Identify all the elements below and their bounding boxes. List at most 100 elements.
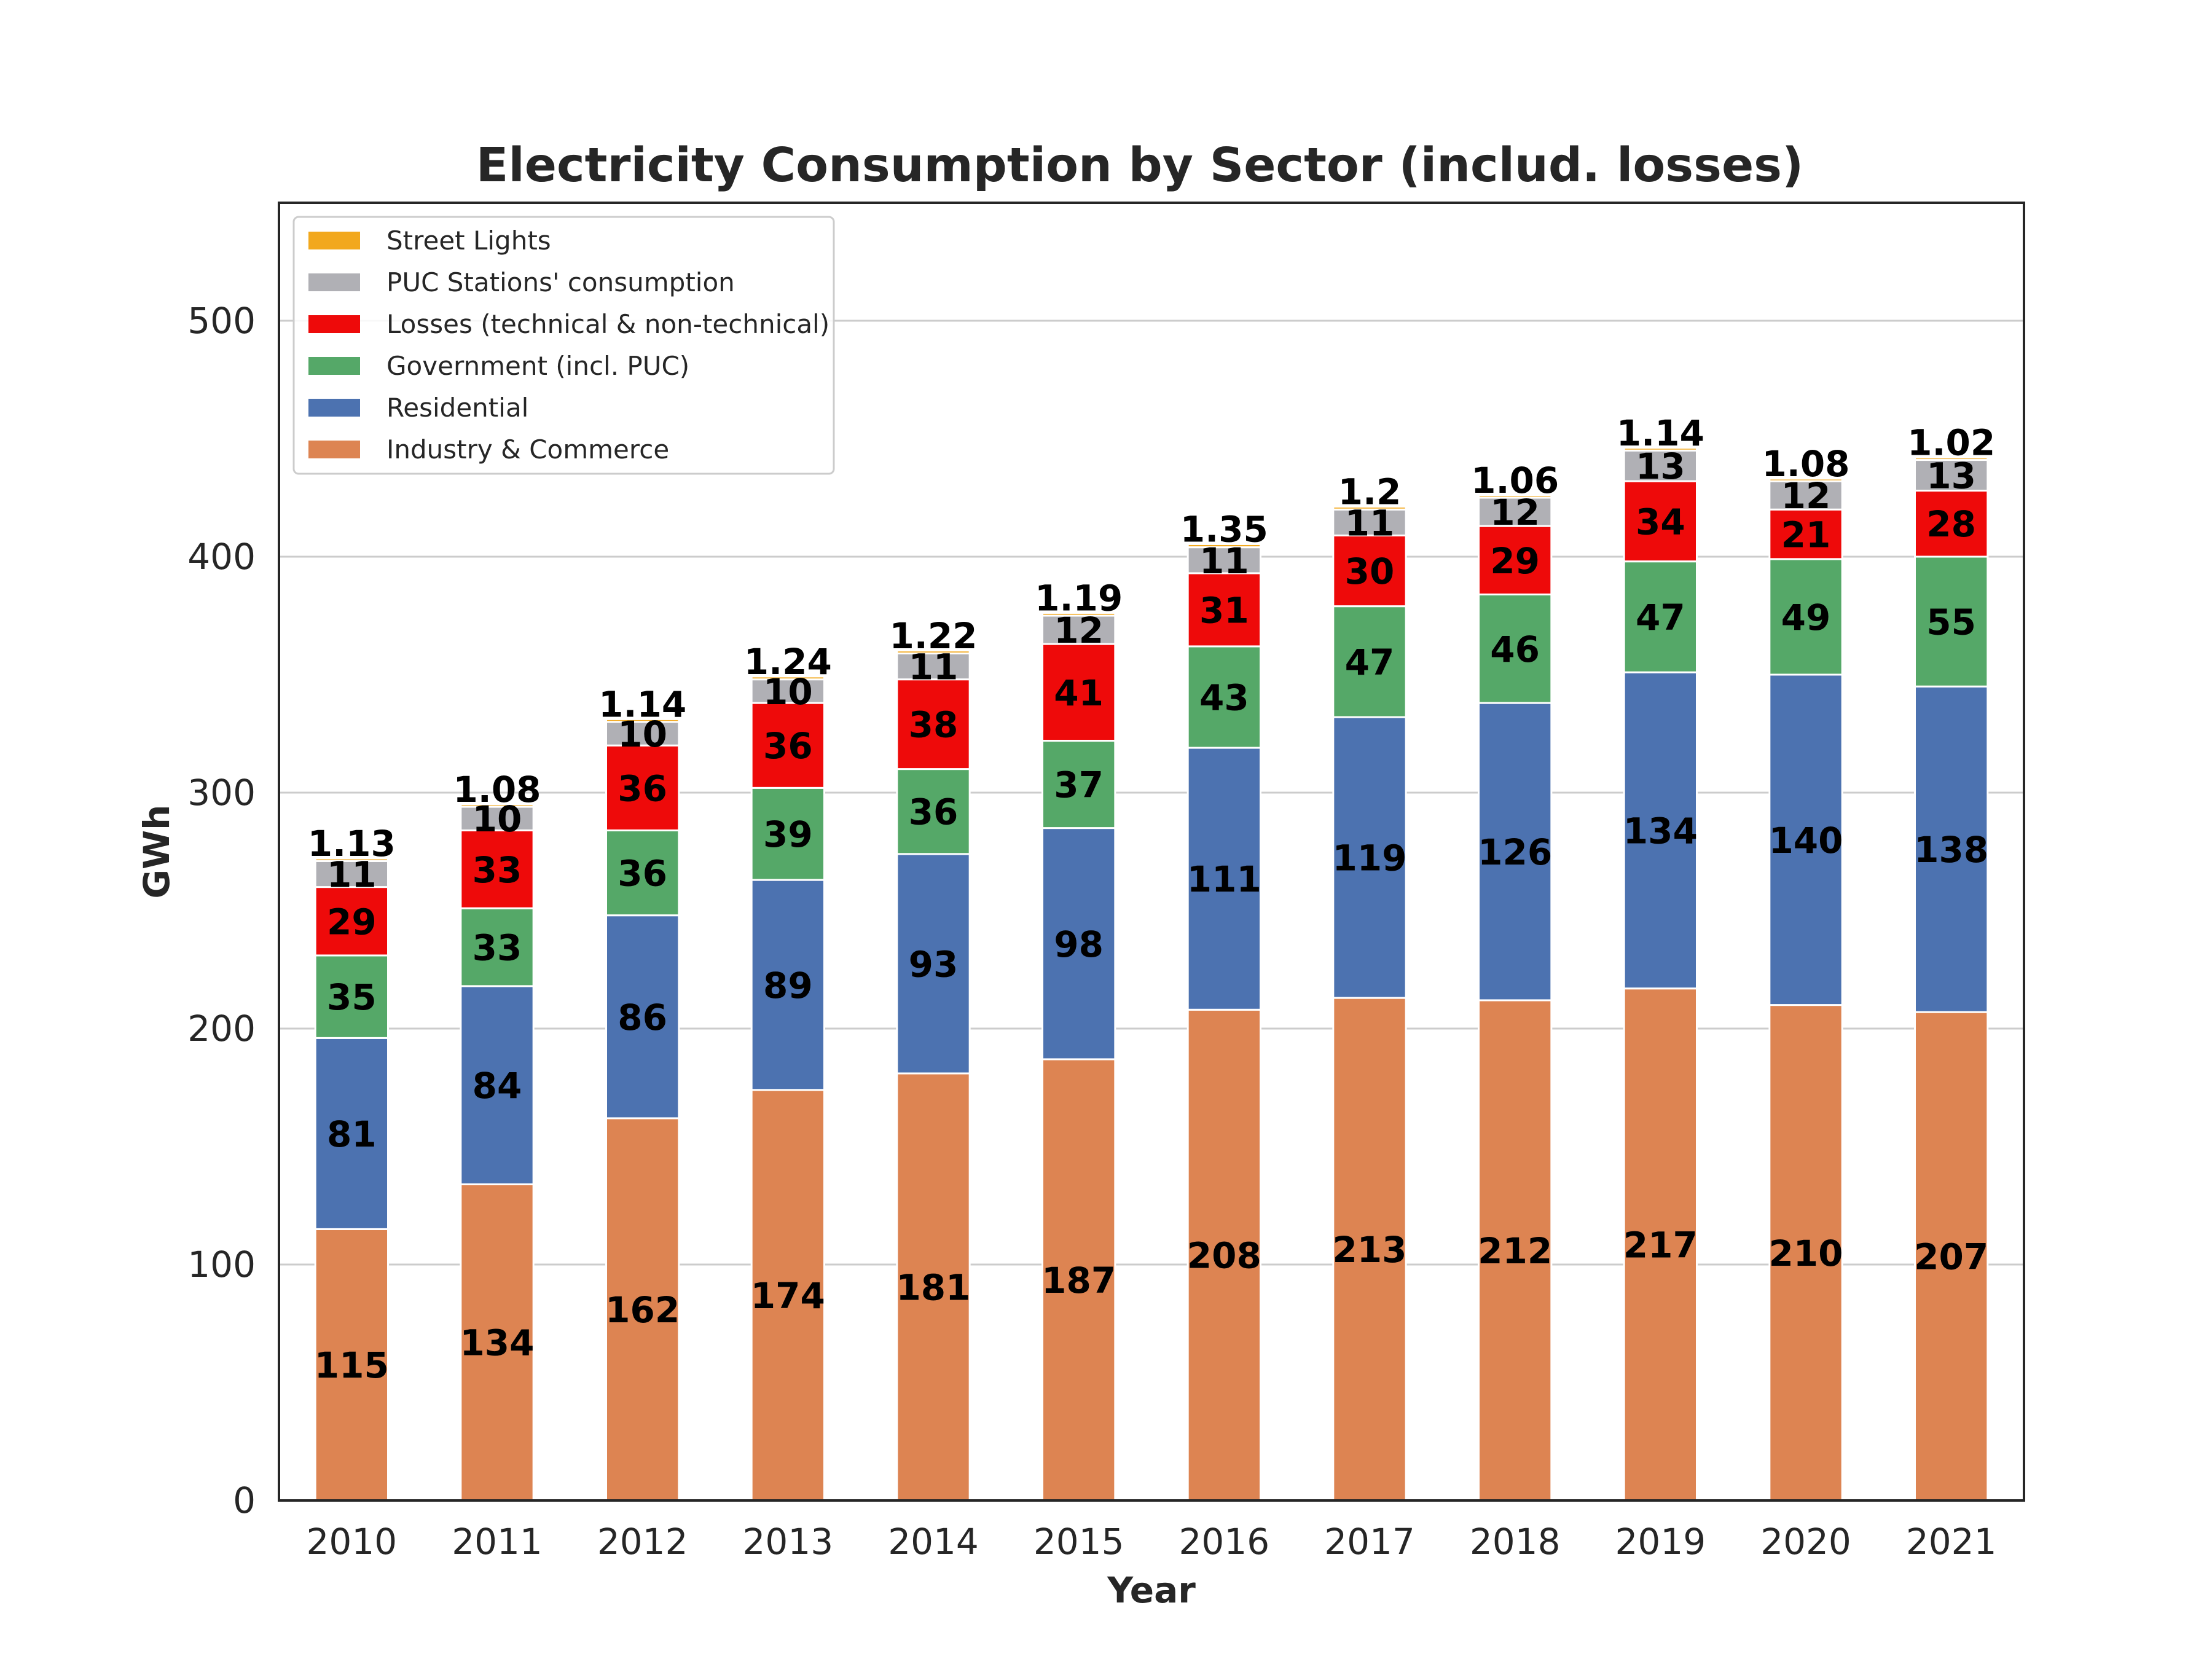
legend-swatch (308, 441, 360, 458)
bar-segment (1478, 496, 1553, 527)
x-axis-label: Year (1107, 1569, 1196, 1611)
data-label: 140 (1768, 820, 1843, 861)
data-label: 138 (1914, 829, 1988, 871)
data-label: 1.08 (453, 769, 541, 810)
bar-segment (1332, 605, 1407, 718)
data-label: 43 (1199, 677, 1249, 718)
data-label: 1.19 (1035, 577, 1123, 619)
bar-segment (1041, 611, 1116, 617)
data-label: 212 (1478, 1230, 1552, 1272)
legend-label: Street Lights (386, 226, 551, 256)
bar-segment (1768, 558, 1843, 676)
data-label: 12 (1490, 492, 1540, 533)
bar-segment (1914, 457, 1989, 461)
data-label: 134 (460, 1322, 534, 1364)
data-label: 187 (1041, 1260, 1116, 1301)
bar-segment (460, 985, 535, 1185)
data-label: 12 (1054, 610, 1104, 651)
data-label: 162 (605, 1289, 680, 1331)
y-tick-label: 500 (187, 300, 256, 342)
x-tick-label: 2016 (1179, 1521, 1270, 1563)
plot-frame (278, 202, 2025, 1502)
data-label: 38 (909, 704, 959, 746)
bar-segment (1478, 593, 1553, 704)
legend-label: Industry & Commerce (386, 434, 669, 465)
data-label: 10 (473, 798, 522, 840)
data-label: 49 (1781, 597, 1831, 638)
data-label: 10 (763, 671, 813, 713)
legend-swatch (308, 315, 360, 333)
data-label: 1.35 (1180, 508, 1268, 550)
bar-segment (314, 1037, 390, 1230)
bar-segment (1914, 489, 1989, 558)
legend-label: Losses (technical & non-technical) (386, 309, 830, 339)
x-axis-ticks: 2010 2011 2012 2013 2014 2015 2016 2017 2018 2019… (307, 1521, 1997, 1563)
data-label: 11 (327, 853, 377, 895)
data-label: 29 (1490, 540, 1540, 582)
data-label: 119 (1332, 837, 1406, 879)
y-tick-label: 100 (187, 1244, 256, 1285)
bar-segment (314, 886, 390, 957)
y-axis-ticks: 0 100 200 300 400 500 (187, 300, 256, 1521)
data-label: 36 (618, 767, 667, 809)
data-label: 47 (1345, 641, 1395, 683)
data-label: 115 (315, 1344, 389, 1386)
data-label: 1.13 (308, 823, 396, 865)
bar-segment (1768, 480, 1843, 511)
data-label: 1.24 (744, 641, 832, 683)
bar-segment (460, 907, 535, 987)
y-tick-label: 200 (187, 1008, 256, 1049)
bar-segment (1768, 673, 1843, 1006)
x-tick-label: 2019 (1615, 1521, 1706, 1563)
bar-segment (1041, 614, 1116, 645)
data-label: 210 (1768, 1233, 1843, 1274)
data-label: 84 (473, 1065, 522, 1107)
data-label: 213 (1332, 1229, 1406, 1271)
bar-segment (1186, 546, 1261, 575)
bar-segment (1623, 560, 1698, 673)
bar-segment (1332, 997, 1407, 1502)
bar-segment (314, 1228, 390, 1502)
data-label: 33 (473, 849, 522, 891)
bar-segment (1623, 447, 1698, 452)
bar-segment (1623, 480, 1698, 563)
data-label: 93 (909, 943, 959, 985)
data-label: 55 (1926, 602, 1976, 643)
data-label: 35 (327, 976, 377, 1018)
y-tick-label: 0 (233, 1480, 256, 1521)
bar-segment (460, 806, 535, 831)
bar-segment (896, 649, 971, 654)
bar-segment (605, 718, 680, 723)
data-label: 1.14 (598, 683, 686, 725)
x-tick-label: 2020 (1760, 1521, 1851, 1563)
bar-segment (1186, 543, 1261, 549)
data-label: 1.02 (1907, 422, 1995, 464)
data-label: 13 (1926, 455, 1976, 497)
data-label: 11 (1199, 540, 1249, 582)
bar-segment (750, 786, 825, 881)
bar-segment (605, 744, 680, 831)
data-label: 46 (1490, 629, 1540, 670)
data-label: 1.08 (1762, 443, 1849, 485)
x-tick-label: 2013 (743, 1521, 834, 1563)
x-tick-label: 2015 (1033, 1521, 1124, 1563)
bar-segment (1768, 477, 1843, 482)
y-tick-label: 300 (187, 772, 256, 814)
data-label: 34 (1636, 501, 1685, 543)
data-label: 10 (618, 713, 667, 755)
bar-segment (1186, 1008, 1261, 1502)
data-label: 126 (1478, 831, 1552, 873)
y-tick-label: 400 (187, 536, 256, 578)
data-label: 36 (763, 725, 813, 767)
data-label: 28 (1926, 503, 1976, 545)
bar-segment (1914, 1011, 1989, 1502)
legend-label: PUC Stations' consumption (386, 267, 735, 297)
bar-segment (750, 675, 825, 681)
bar-segment (1623, 671, 1698, 990)
chart-title: Electricity Consumption by Sector (inclu… (476, 138, 1803, 193)
bar-segment (1914, 685, 1989, 1013)
data-label: 37 (1054, 764, 1104, 806)
data-label: 31 (1199, 589, 1249, 631)
bars (314, 447, 1989, 1502)
